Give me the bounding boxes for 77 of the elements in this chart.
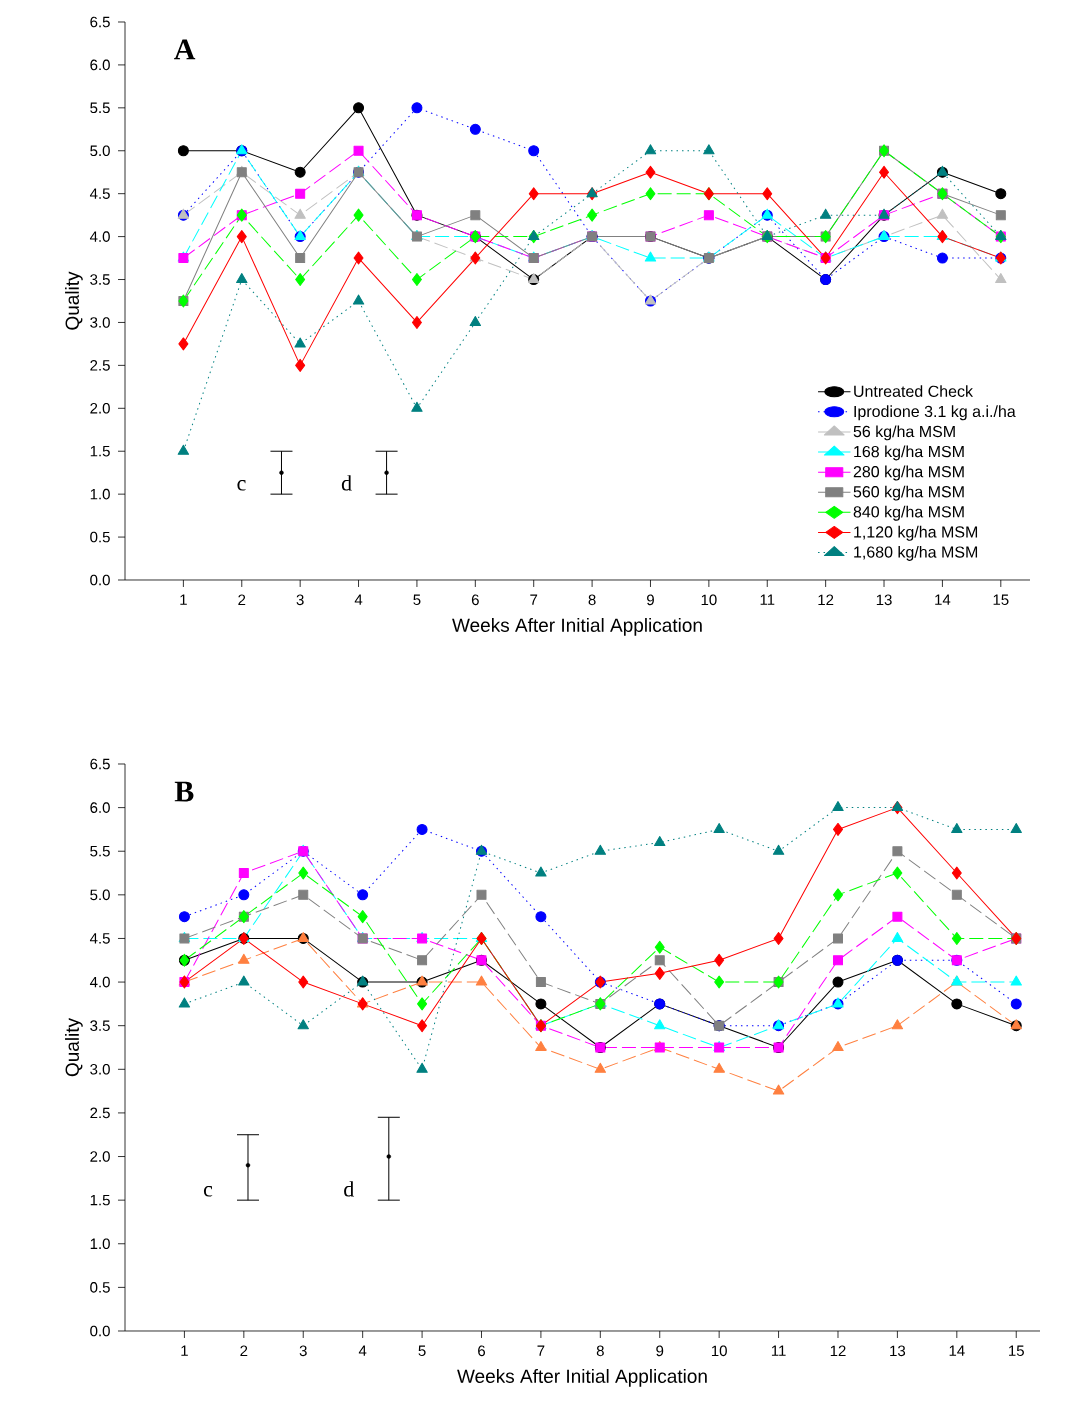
x-tick-label: 12 — [830, 1345, 846, 1356]
y-tick-label: 2.0 — [90, 1151, 110, 1162]
x-tick-label: 1 — [180, 594, 187, 605]
legend-label: 1,120 kg/ha MSM — [854, 525, 978, 541]
legend-label: 840 kg/ha MSM — [853, 505, 964, 521]
y-tick-label: 0.0 — [90, 1325, 110, 1337]
chart-title: B — [174, 781, 194, 802]
x-tick-label: 10 — [701, 594, 717, 606]
annotation: c — [237, 480, 246, 491]
y-tick-label: 3.0 — [90, 317, 110, 328]
x-tick-label: 10 — [711, 1345, 727, 1357]
x-tick-label: 14 — [949, 1345, 965, 1356]
y-tick-label: 1.5 — [90, 445, 110, 457]
y-tick-label: 1.5 — [90, 1194, 110, 1206]
x-tick-label: 9 — [656, 1345, 664, 1357]
x-tick-label: 5 — [413, 594, 421, 605]
y-tick-label: 3.5 — [90, 1020, 110, 1031]
y-tick-label: 3.5 — [90, 274, 110, 285]
y-tick-label: 4.0 — [89, 231, 110, 242]
annotation: c — [203, 1186, 213, 1197]
y-tick-label: 4.5 — [89, 933, 110, 944]
y-tick-label: 0.5 — [90, 531, 110, 543]
annotation: d — [344, 1181, 355, 1197]
legend-label: 56 kg/ha MSM — [853, 425, 955, 441]
y-tick-label: 2.5 — [90, 360, 110, 371]
x-tick-label: 8 — [588, 594, 596, 606]
x-tick-label: 15 — [993, 594, 1009, 605]
y-tick-label: 2.5 — [90, 1107, 110, 1119]
y-tick-label: 1.0 — [90, 488, 110, 500]
x-tick-label: 14 — [935, 594, 951, 605]
legend-label: 1,680 kg/ha MSM — [854, 545, 978, 561]
x-tick-label: 5 — [418, 1345, 426, 1356]
y-tick-label: 6.5 — [90, 758, 110, 770]
legend-label: 560 kg/ha MSM — [853, 485, 964, 501]
x-tick-label: 13 — [890, 1345, 906, 1357]
x-tick-label: 2 — [240, 1345, 248, 1356]
y-tick-label: 4.0 — [89, 976, 110, 988]
y-tick-label: 4.5 — [89, 188, 110, 199]
x-tick-label: 15 — [1009, 1345, 1024, 1356]
x-tick-label: 1 — [181, 1345, 188, 1356]
y-axis-title: Quality — [65, 1017, 83, 1077]
y-tick-label: 5.5 — [90, 102, 110, 114]
x-tick-label: 13 — [876, 594, 892, 606]
x-tick-label: 6 — [471, 594, 479, 606]
x-tick-label: 8 — [596, 1345, 604, 1357]
x-tick-label: 4 — [358, 1345, 367, 1356]
y-tick-label: 6.0 — [90, 802, 110, 813]
x-tick-label: 9 — [647, 594, 654, 606]
legend-label: 280 kg/ha MSM — [853, 465, 964, 481]
x-tick-label: 7 — [537, 1345, 545, 1356]
y-tick-label: 5.5 — [90, 845, 110, 857]
y-tick-label: 0.0 — [90, 574, 110, 586]
legend-label: Untreated Check — [854, 385, 974, 397]
x-axis-title: Weeks After Initial Application — [457, 1369, 707, 1387]
y-tick-label: 6.5 — [90, 16, 110, 28]
y-tick-label: 0.5 — [90, 1282, 110, 1293]
x-tick-label: 11 — [771, 1345, 786, 1356]
x-tick-label: 12 — [818, 594, 834, 605]
x-tick-label: 7 — [530, 594, 538, 605]
y-axis-title: Quality — [65, 271, 83, 330]
y-tick-label: 2.0 — [90, 402, 110, 414]
y-tick-label: 5.0 — [90, 145, 110, 157]
y-tick-label: 5.0 — [90, 889, 110, 901]
chart-title: A — [174, 39, 196, 60]
legend-label: Iprodione 3.1 kg a.i./ha — [854, 405, 1016, 421]
x-tick-label: 11 — [760, 594, 775, 605]
x-tick-label: 3 — [296, 594, 304, 606]
y-tick-label: 3.0 — [90, 1063, 110, 1075]
y-tick-label: 6.0 — [90, 59, 110, 71]
annotation: d — [341, 475, 352, 491]
y-tick-label: 1.0 — [90, 1238, 110, 1250]
x-tick-label: 3 — [299, 1345, 307, 1357]
legend-label: 168 kg/ha MSM — [854, 445, 964, 461]
x-axis-title: Weeks After Initial Application — [452, 618, 702, 636]
x-tick-label: 4 — [354, 594, 363, 605]
x-tick-label: 6 — [478, 1345, 486, 1357]
x-tick-label: 2 — [238, 594, 246, 605]
